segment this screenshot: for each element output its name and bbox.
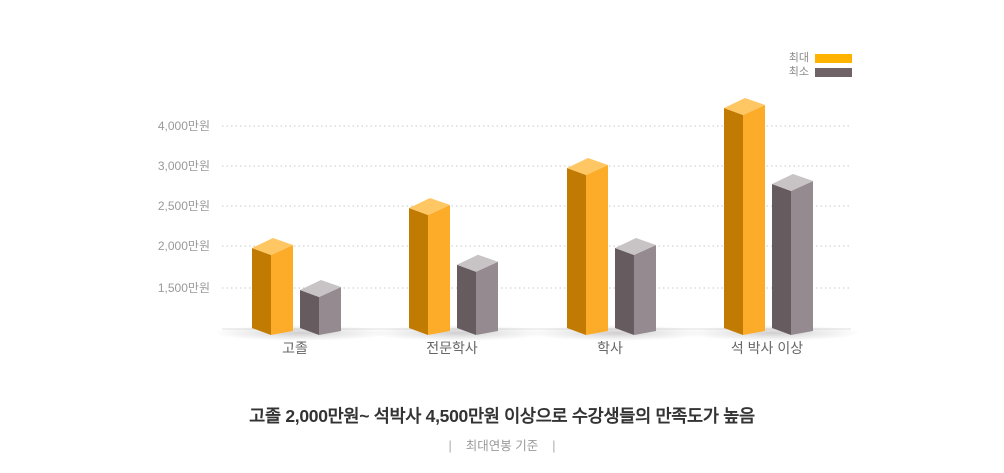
bar-max-2-top-face [567,158,608,175]
bar-max-2-front-face [586,165,608,335]
bar-min-3-front-face [791,181,813,335]
x-axis-category-label: 고졸 [282,340,308,356]
y-axis-tick-label: 2,500만원 [158,199,210,213]
y-axis-tick-label: 2,000만원 [158,239,210,253]
bar-min-0-front-face [319,287,341,335]
bar-min-0-side-face [300,290,319,335]
bar-max-1-front-face [428,205,450,335]
legend-label-max: 최대 [788,52,809,64]
bar-max-0-side-face [252,248,271,335]
legend-label-min: 최소 [788,66,809,78]
caption-text: 최대연봉 기준 [465,439,539,453]
bar-min-2-front-face [634,245,656,335]
bar-min-2-side-face [615,248,634,335]
bar-min-3-side-face [772,184,791,335]
caption-divider-right: | [552,439,556,453]
bar-max-2-side-face [567,168,586,335]
chart-legend: 최대 최소 [788,52,852,78]
bar-max-3-side-face [724,108,743,335]
bar-max-3-front-face [743,105,765,335]
bar-min-2-top-face [615,238,656,255]
legend-item-min: 최소 [788,66,852,78]
chart-caption: | 최대연봉 기준 | [0,435,1004,454]
bar-max-3-top-face [724,98,765,115]
legend-swatch-min-icon [815,67,852,77]
bar-min-0-top-face [300,280,341,297]
bar-min-1-side-face [457,264,476,335]
chart-headline: 고졸 2,000만원~ 석박사 4,500만원 이상으로 수강생들의 만족도가 … [249,406,755,426]
legend-item-max: 최대 [788,52,852,64]
y-axis-tick-label: 1,500만원 [158,281,210,295]
y-axis-tick-label: 3,000만원 [158,159,210,173]
x-axis-category-label: 전문학사 [426,340,478,356]
legend-swatch-max-icon [815,53,852,63]
y-axis-tick-label: 4,000만원 [158,119,210,133]
x-axis-category-label: 석 박사 이상 [731,340,803,356]
bar-min-3-top-face [772,174,813,191]
bar-max-1-side-face [409,208,428,335]
bar-max-0-top-face [252,238,293,255]
x-axis-category-label: 학사 [597,340,623,356]
bar-max-1-top-face [409,198,450,215]
caption-divider-left: | [448,439,452,453]
bar-max-0-front-face [271,245,293,335]
bar-min-1-front-face [476,261,498,335]
bar-min-1-top-face [457,254,498,272]
